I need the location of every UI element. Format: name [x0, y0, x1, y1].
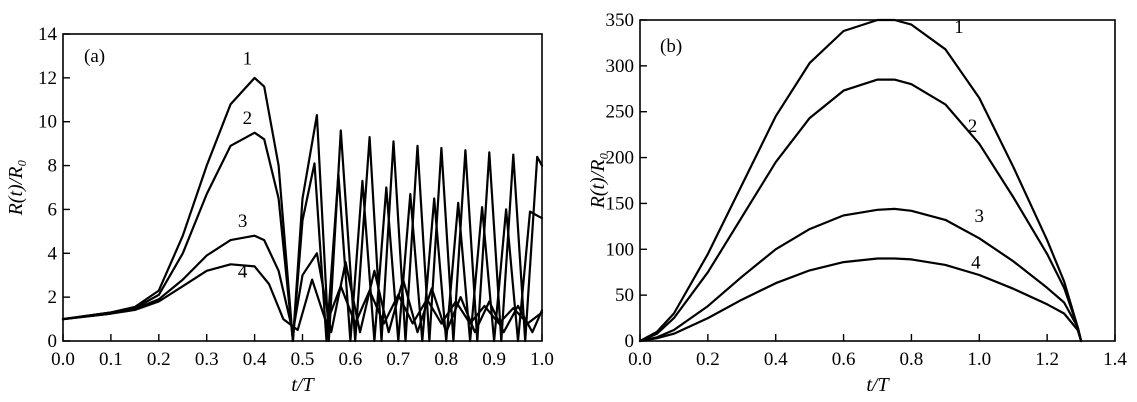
x-tick-label: 0.7 — [386, 349, 410, 370]
y-tick-label: 350 — [606, 10, 635, 31]
x-tick-label: 0.6 — [339, 349, 363, 370]
plot-frame — [62, 33, 543, 342]
x-tick-label: 0.9 — [482, 349, 506, 370]
y-tick-label: 150 — [606, 193, 635, 214]
series-line-3 — [61, 234, 544, 334]
series-line-4 — [638, 257, 1083, 343]
curve-label-2: 2 — [968, 116, 978, 137]
y-tick-label: 0 — [48, 331, 58, 352]
curve-label-3: 3 — [238, 211, 248, 232]
y-tick-label: 4 — [48, 243, 58, 264]
x-tick-label: 0.0 — [51, 349, 75, 370]
x-tick-label: 0.2 — [147, 349, 171, 370]
series-line-1 — [61, 76, 544, 343]
y-tick-label: 10 — [38, 112, 57, 133]
x-tick-label: 1.0 — [530, 349, 554, 370]
x-tick-label: 1.0 — [967, 349, 991, 370]
series-line-2 — [638, 78, 1083, 343]
curve-label-1: 1 — [954, 17, 964, 38]
y-tick-label: 0 — [625, 331, 635, 352]
series-line-1 — [638, 18, 1083, 343]
series-line-2 — [61, 131, 544, 343]
chart-panel-b: 0.0 0.2 0.4 0.6 0.8 1.0 1.2 1.4 0 50 100 150 200 250 3… — [587, 10, 1127, 396]
panel-label: (b) — [660, 36, 682, 57]
curve-label-3: 3 — [975, 206, 985, 227]
x-tick-label: 0.0 — [628, 349, 652, 370]
series-line-4 — [61, 263, 544, 332]
y-tick-label: 200 — [606, 148, 635, 169]
x-tick-label: 0.3 — [195, 349, 219, 370]
x-tick-label: 0.8 — [900, 349, 924, 370]
x-tick-label: 0.8 — [434, 349, 458, 370]
y-tick-label: 12 — [38, 68, 57, 89]
y-tick-label: 50 — [615, 285, 634, 306]
curve-label-2: 2 — [243, 108, 253, 129]
x-tick-label: 0.5 — [291, 349, 315, 370]
x-tick-label: 0.1 — [99, 349, 123, 370]
chart-panel-a: 0.0 0.1 0.2 0.3 0.4 0.5 0.6 0.7 0.8 0.9 1.0 0 2 4 6 8 10… — [5, 24, 554, 396]
x-tick-label: 0.4 — [243, 349, 267, 370]
y-tick-label: 6 — [48, 199, 58, 220]
y-tick-label: 8 — [48, 156, 58, 177]
x-tick-label: 1.4 — [1103, 349, 1127, 370]
x-tick-label: 0.4 — [764, 349, 788, 370]
x-axis-title: t/T — [866, 374, 890, 396]
x-tick-label: 0.6 — [832, 349, 856, 370]
y-tick-label: 300 — [606, 56, 635, 77]
y-tick-label: 14 — [38, 24, 58, 45]
curve-label-1: 1 — [243, 49, 253, 70]
x-tick-label: 1.2 — [1035, 349, 1059, 370]
y-axis-title: R(t)/R₀ — [587, 153, 609, 210]
series-line-3 — [638, 207, 1083, 343]
x-tick-label: 0.2 — [696, 349, 720, 370]
curve-label-4: 4 — [971, 253, 981, 274]
y-tick-label: 2 — [48, 287, 58, 308]
plot-frame — [639, 19, 1116, 342]
curve-label-4: 4 — [238, 261, 248, 282]
y-tick-label: 250 — [606, 102, 635, 123]
panel-label: (a) — [84, 46, 105, 67]
y-tick-label: 100 — [606, 239, 635, 260]
y-axis-title: R(t)/R₀ — [5, 160, 27, 217]
x-axis-title: t/T — [291, 374, 315, 396]
